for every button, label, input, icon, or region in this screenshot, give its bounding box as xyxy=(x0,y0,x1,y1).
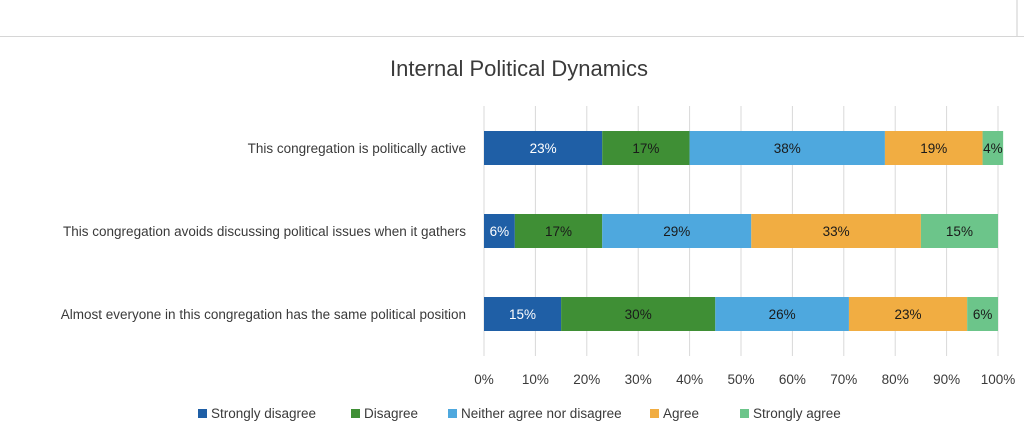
data-label: 17% xyxy=(545,224,572,239)
data-label: 30% xyxy=(625,307,652,322)
data-label: 33% xyxy=(823,224,850,239)
bar-segment xyxy=(484,131,603,165)
data-label: 29% xyxy=(663,224,690,239)
bar-segment xyxy=(561,297,716,331)
legend-swatch xyxy=(351,409,360,418)
bar-segment xyxy=(848,297,968,331)
top-divider xyxy=(0,36,1024,37)
legend-item: Strongly disagree xyxy=(198,406,316,421)
x-tick-label: 30% xyxy=(625,372,652,387)
x-tick-label: 90% xyxy=(933,372,960,387)
legend-swatch xyxy=(740,409,749,418)
x-tick-label: 80% xyxy=(882,372,909,387)
legend-label: Neither agree nor disagree xyxy=(461,406,622,421)
legend-item: Neither agree nor disagree xyxy=(448,406,622,421)
data-label: 6% xyxy=(973,307,993,322)
bar-segment xyxy=(689,131,885,165)
bar-segment xyxy=(884,131,983,165)
data-label: 15% xyxy=(509,307,536,322)
legend-item: Disagree xyxy=(351,406,418,421)
legend-swatch xyxy=(650,409,659,418)
legend-label: Agree xyxy=(663,406,699,421)
bar-segment xyxy=(602,131,690,165)
legend-item: Agree xyxy=(650,406,699,421)
data-label: 19% xyxy=(920,141,947,156)
bar-segment xyxy=(982,131,1004,165)
data-label: 23% xyxy=(895,307,922,322)
category-label: This congregation is politically active xyxy=(248,141,466,156)
x-tick-label: 10% xyxy=(522,372,549,387)
data-label: 6% xyxy=(490,224,510,239)
data-label: 26% xyxy=(769,307,796,322)
x-tick-label: 40% xyxy=(676,372,703,387)
x-tick-label: 0% xyxy=(474,372,494,387)
x-tick-label: 50% xyxy=(727,372,754,387)
bar-segment xyxy=(967,297,998,331)
data-label: 15% xyxy=(946,224,973,239)
bar-segment xyxy=(484,297,562,331)
category-label: Almost everyone in this congregation has… xyxy=(61,307,466,322)
legend-label: Disagree xyxy=(364,406,418,421)
x-tick-label: 100% xyxy=(981,372,1016,387)
legend-swatch xyxy=(198,409,207,418)
data-label: 17% xyxy=(632,141,659,156)
window-edge xyxy=(1016,0,1018,36)
bar-segment xyxy=(751,214,921,248)
bar-segment xyxy=(514,214,603,248)
x-tick-label: 20% xyxy=(573,372,600,387)
data-label: 23% xyxy=(530,141,557,156)
bar-segment xyxy=(715,297,849,331)
x-tick-label: 60% xyxy=(779,372,806,387)
x-tick-label: 70% xyxy=(830,372,857,387)
bar-segment xyxy=(484,214,515,248)
bar-segment xyxy=(602,214,752,248)
legend-item: Strongly agree xyxy=(740,406,841,421)
chart-title: Internal Political Dynamics xyxy=(390,56,648,81)
category-label: This congregation avoids discussing poli… xyxy=(63,224,466,239)
data-label: 38% xyxy=(774,141,801,156)
data-label: 4% xyxy=(983,141,1003,156)
legend-label: Strongly disagree xyxy=(211,406,316,421)
bar-segment xyxy=(920,214,998,248)
legend-swatch xyxy=(448,409,457,418)
legend-label: Strongly agree xyxy=(753,406,841,421)
